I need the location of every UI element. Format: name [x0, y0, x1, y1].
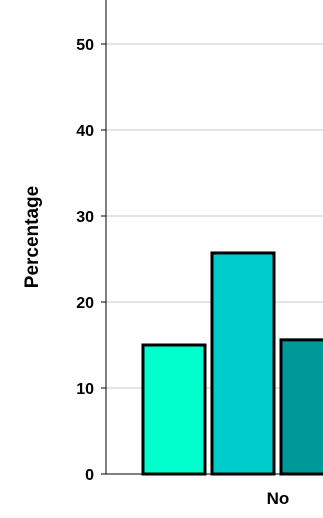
y-tick-label: 0 — [85, 467, 94, 484]
y-axis-title: Percentage — [22, 186, 43, 288]
y-tick-label: 10 — [76, 381, 94, 398]
bar-1 — [141, 343, 207, 476]
y-tick-label: 30 — [76, 209, 94, 226]
y-tick-label: 50 — [76, 37, 94, 54]
y-tick-label: 40 — [76, 123, 94, 140]
x-category-label: No — [267, 489, 290, 508]
y-tick-labels: 0 10 20 30 40 50 — [76, 37, 106, 484]
bar-2 — [210, 251, 276, 476]
bar-3 — [279, 338, 323, 476]
y-tick-label: 20 — [76, 295, 94, 312]
bars — [141, 251, 323, 476]
